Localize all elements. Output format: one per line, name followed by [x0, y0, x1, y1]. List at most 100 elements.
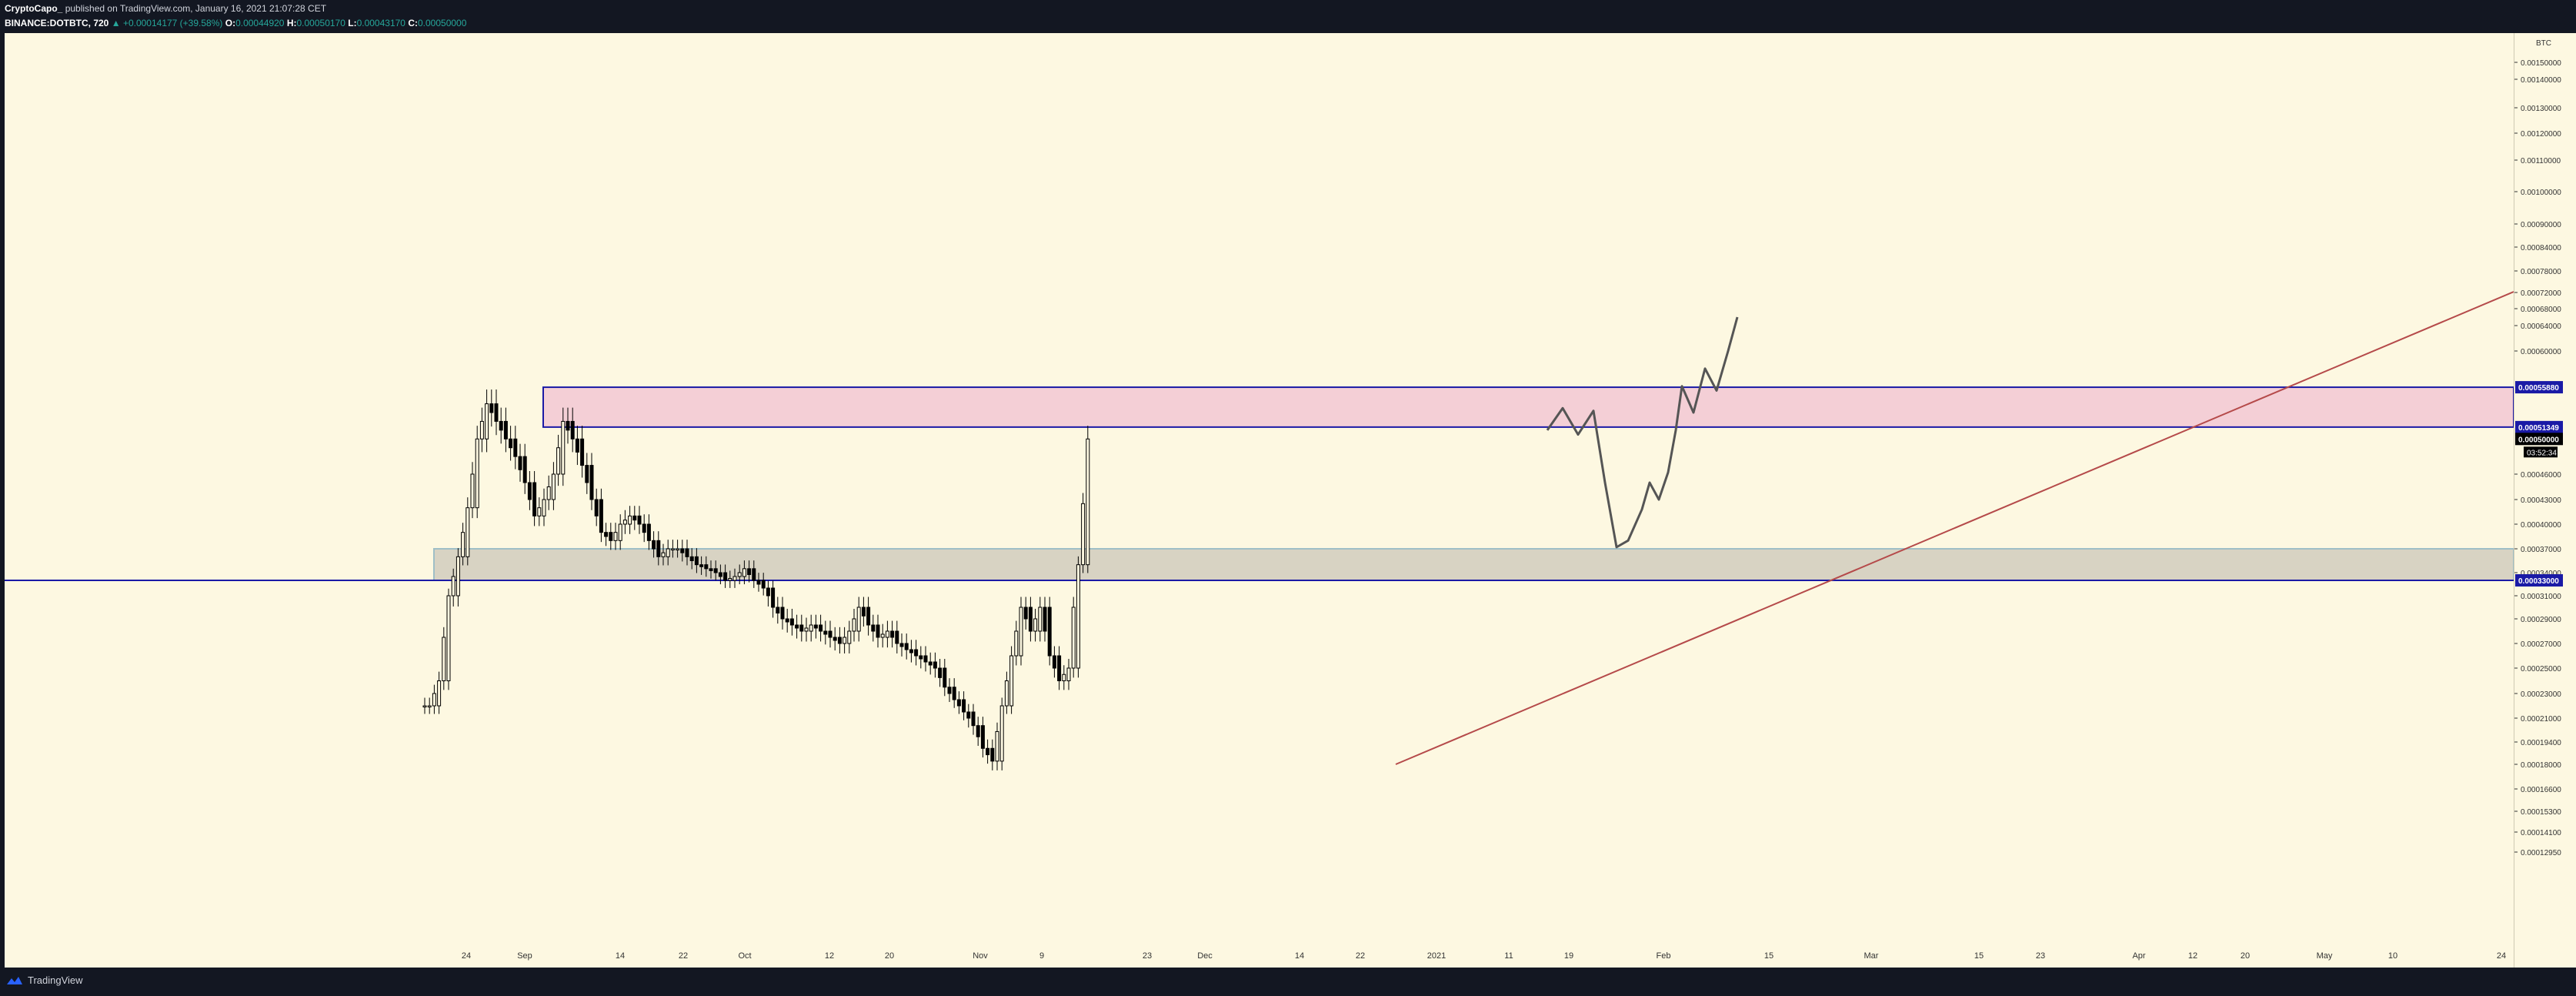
time-label: 11 [1504, 951, 1513, 961]
price-badge [2515, 420, 2563, 433]
candle-body [646, 523, 651, 541]
candle-body [1038, 607, 1043, 632]
candle-body [1071, 607, 1076, 669]
price-tick-label: 0.00072000 [2521, 289, 2561, 298]
candle-body [876, 624, 880, 638]
candle-body [847, 630, 852, 644]
candle-body [479, 420, 484, 440]
candle-body [1043, 607, 1047, 632]
candle-body [780, 607, 785, 620]
candle-body [1066, 667, 1071, 681]
time-label: 9 [1039, 951, 1044, 961]
price-tick-label: 0.00064000 [2521, 323, 2561, 331]
time-label: 14 [616, 951, 625, 961]
candle-body [494, 403, 499, 422]
candle-body [956, 699, 961, 707]
candle-body [446, 595, 451, 681]
candle-body [699, 564, 704, 567]
candle-body [947, 687, 952, 694]
up-arrow-icon: ▲ [111, 18, 121, 28]
candle-body [943, 667, 947, 688]
candle-body [919, 655, 923, 660]
candle-body [732, 576, 737, 581]
candle-body [1062, 673, 1066, 681]
candle-body [837, 637, 842, 644]
price-tick-label: 0.00021000 [2521, 715, 2561, 724]
candle-body [556, 447, 561, 475]
time-label: 22 [1356, 951, 1365, 961]
price-tick-label: 0.00046000 [2521, 471, 2561, 480]
candle-body [694, 556, 699, 566]
candle-body [813, 624, 818, 629]
publisher-name[interactable]: CryptoCapo_ [5, 3, 63, 14]
time-label: 2021 [1427, 951, 1446, 961]
candle-body [676, 548, 680, 550]
candle-body [489, 403, 494, 413]
price-tick-label: 0.00040000 [2521, 521, 2561, 530]
candle-body [680, 548, 685, 553]
candle-body [575, 438, 579, 453]
chart-canvas[interactable]: 24 Sep 14 22 Oct 12 20 Nov 9 23 Dec 14 22 2021 11 19 Feb… [5, 33, 2514, 968]
time-label: Dec [1197, 951, 1213, 961]
candle-body [904, 643, 909, 650]
candle-body [890, 630, 895, 638]
price-tick-label: 0.00130000 [2521, 105, 2561, 113]
change-value: +0.00014177 (+39.58%) [122, 18, 223, 28]
candle-body [1086, 438, 1090, 566]
price-chart[interactable]: 24 Sep 14 22 Oct 12 20 Nov 9 23 Dec 14 22 2021 11 19 Feb… [5, 33, 2514, 968]
candle-body [952, 687, 956, 700]
candle-body [713, 568, 718, 573]
candle-body [580, 438, 585, 466]
low-label: L: [348, 18, 357, 28]
time-label: 12 [825, 951, 834, 961]
candle-body [518, 456, 522, 470]
candle-body [599, 499, 603, 533]
candle-body [1057, 655, 1062, 681]
time-label: 23 [1143, 951, 1152, 961]
price-tick-label: 0.00084000 [2521, 244, 2561, 252]
price-tick-label: 0.00110000 [2521, 157, 2561, 165]
time-label: 24 [2497, 951, 2506, 961]
candle-body [642, 523, 646, 533]
candle-body [828, 630, 833, 638]
price-tick-label: 0.00029000 [2521, 616, 2561, 624]
candle-body [470, 473, 475, 509]
price-tick-label: 0.00120000 [2521, 130, 2561, 139]
time-label: 14 [1295, 951, 1304, 961]
candle-body [723, 572, 728, 581]
candle-body [1081, 503, 1086, 566]
candle-body [522, 456, 527, 483]
candle-body [819, 624, 823, 632]
candle-body [689, 556, 694, 561]
candle-body [532, 482, 537, 516]
price-axis[interactable]: 0.00150000 0.00140000 0.00130000 0.00120000… [2514, 33, 2576, 968]
candle-body [442, 637, 446, 681]
published-text: published on TradingView.com, January 16… [65, 3, 327, 14]
publish-info: CryptoCapo_ published on TradingView.com… [5, 3, 326, 14]
candle-body [980, 725, 985, 749]
price-tick-label: 0.00037000 [2521, 546, 2561, 554]
candle-body [509, 438, 513, 449]
candle-body [670, 548, 675, 550]
candle-body [604, 532, 609, 537]
candle-body [622, 520, 627, 525]
candle-body [1076, 564, 1080, 669]
candle-body [527, 482, 532, 500]
candle-body [632, 515, 637, 521]
candle-body [928, 661, 933, 666]
time-label: 19 [1564, 951, 1573, 961]
chart-header: CryptoCapo_ published on TradingView.com… [0, 0, 2576, 33]
price-badge [2515, 574, 2563, 587]
candle-body [427, 705, 432, 707]
price-badge-label: 0.00033000 [2518, 577, 2559, 586]
price-tick-label: 0.00060000 [2521, 348, 2561, 356]
candle-body [766, 587, 770, 597]
candle-body [856, 607, 861, 632]
price-badge-label: 0.00051349 [2518, 424, 2559, 433]
candle-body [804, 627, 809, 632]
tradingview-brand[interactable]: TradingView [6, 974, 83, 986]
candle-body [1047, 607, 1052, 657]
price-scale[interactable]: 0.00150000 0.00140000 0.00130000 0.00120000… [2514, 33, 2576, 968]
candle-body [609, 532, 613, 541]
time-label: Feb [1657, 951, 1671, 961]
